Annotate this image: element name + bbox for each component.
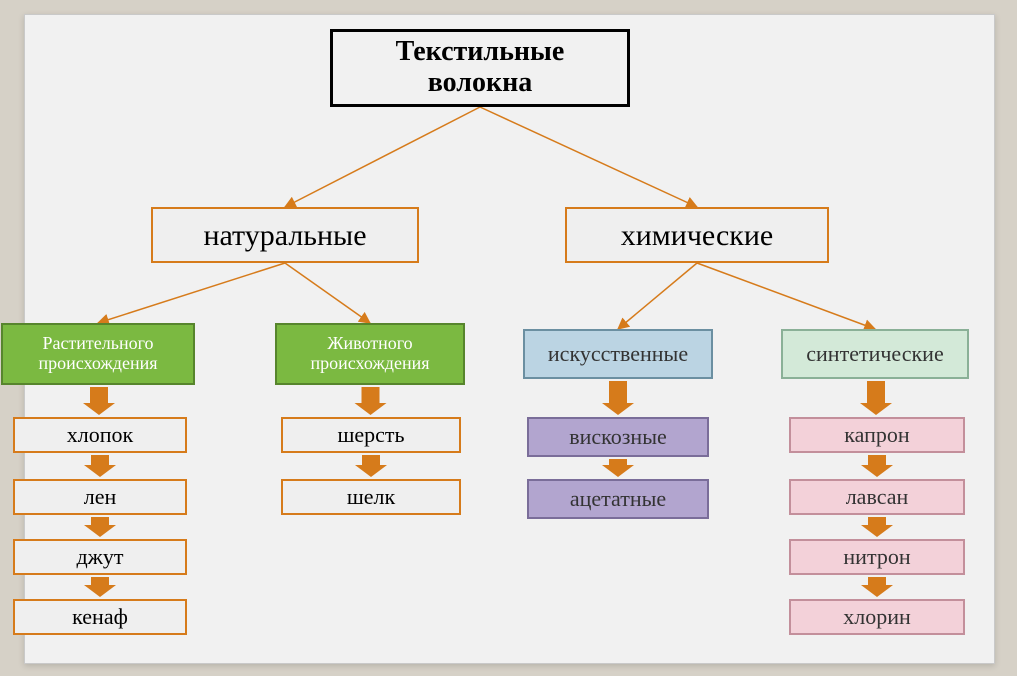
edge-root-nat — [285, 107, 480, 207]
node-art: искусственные — [523, 329, 713, 379]
node-root: Текстильные волокна — [330, 29, 630, 107]
edge-animal-wool — [355, 387, 387, 415]
node-chlorin: хлорин — [789, 599, 965, 635]
edge-nat-plant — [98, 263, 285, 323]
edge-plant-cotton — [83, 387, 115, 415]
edge-cotton-linen — [84, 455, 116, 477]
node-lavsan: лавсан — [789, 479, 965, 515]
edge-nat-animal — [285, 263, 370, 323]
edge-linen-jute — [84, 517, 116, 537]
node-nat: натуральные — [151, 207, 419, 263]
node-jute: джут — [13, 539, 187, 575]
node-plant: Растительного происхождения — [1, 323, 195, 385]
edge-chem-synth — [697, 263, 875, 329]
node-synth: синтетические — [781, 329, 969, 379]
edge-visc-acet — [602, 459, 634, 477]
node-linen: лен — [13, 479, 187, 515]
node-acet: ацетатные — [527, 479, 709, 519]
edge-kapron-lavsan — [861, 455, 893, 477]
node-chem: химические — [565, 207, 829, 263]
slide-canvas: Текстильные волокна натуральные химические… — [24, 14, 995, 664]
edge-art-visc — [602, 381, 634, 415]
edge-lavsan-nitron — [861, 517, 893, 537]
node-wool: шерсть — [281, 417, 461, 453]
edge-synth-kapron — [860, 381, 892, 415]
edge-nitron-chlorin — [861, 577, 893, 597]
edge-jute-kenaf — [84, 577, 116, 597]
node-animal: Животного происхождения — [275, 323, 465, 385]
node-nitron: нитрон — [789, 539, 965, 575]
node-cotton: хлопок — [13, 417, 187, 453]
node-kenaf: кенаф — [13, 599, 187, 635]
edge-wool-silk — [355, 455, 387, 477]
edge-root-chem — [480, 107, 697, 207]
edge-chem-art — [618, 263, 697, 329]
node-kapron: капрон — [789, 417, 965, 453]
node-visc: вискозные — [527, 417, 709, 457]
node-silk: шелк — [281, 479, 461, 515]
